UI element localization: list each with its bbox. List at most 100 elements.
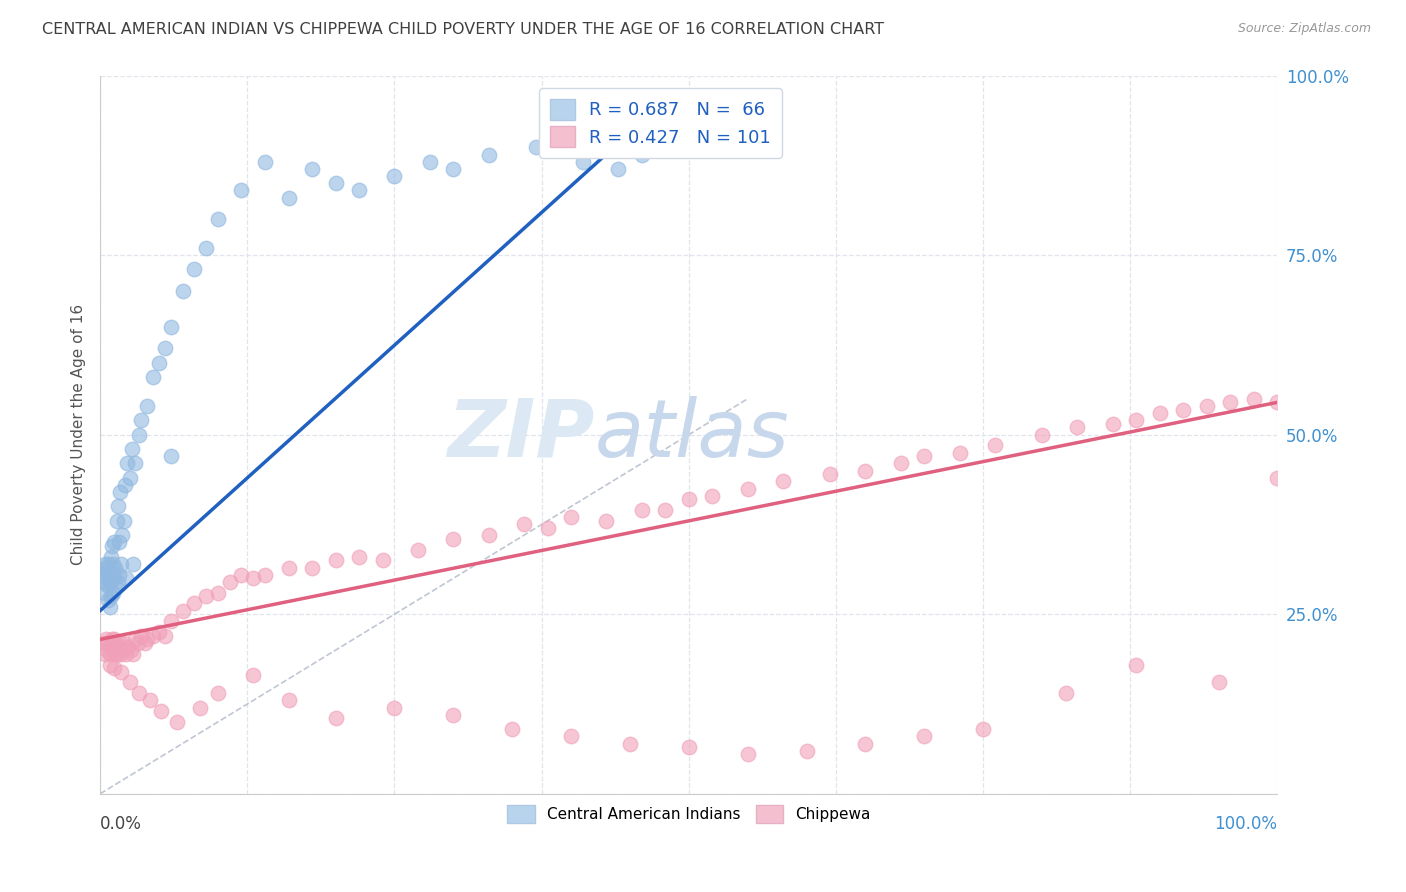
- Point: [1054, 686, 1077, 700]
- Point: [114, 478, 136, 492]
- Point: [172, 604, 194, 618]
- Point: [207, 212, 229, 227]
- Point: [1149, 406, 1171, 420]
- Point: [572, 154, 595, 169]
- Point: [100, 640, 122, 654]
- Point: [195, 241, 218, 255]
- Point: [183, 597, 205, 611]
- Text: ZIP: ZIP: [447, 396, 595, 474]
- Point: [513, 517, 536, 532]
- Point: [1101, 417, 1123, 431]
- Point: [630, 503, 652, 517]
- Point: [277, 191, 299, 205]
- Point: [148, 356, 170, 370]
- Point: [231, 567, 253, 582]
- Point: [118, 675, 141, 690]
- Point: [138, 693, 160, 707]
- Point: [419, 154, 441, 169]
- Point: [128, 427, 150, 442]
- Point: [1243, 392, 1265, 406]
- Point: [890, 456, 912, 470]
- Point: [166, 714, 188, 729]
- Point: [242, 668, 264, 682]
- Point: [159, 615, 181, 629]
- Point: [107, 500, 129, 514]
- Point: [107, 647, 129, 661]
- Point: [188, 700, 211, 714]
- Point: [478, 147, 501, 161]
- Point: [207, 686, 229, 700]
- Point: [1066, 420, 1088, 434]
- Point: [136, 632, 159, 647]
- Point: [111, 643, 134, 657]
- Point: [98, 657, 121, 672]
- Point: [153, 342, 176, 356]
- Point: [94, 632, 117, 647]
- Point: [117, 640, 139, 654]
- Point: [96, 643, 118, 657]
- Point: [277, 693, 299, 707]
- Point: [912, 729, 935, 743]
- Point: [441, 161, 464, 176]
- Point: [110, 665, 132, 679]
- Point: [207, 585, 229, 599]
- Point: [124, 456, 146, 470]
- Point: [98, 600, 121, 615]
- Point: [127, 636, 149, 650]
- Point: [159, 319, 181, 334]
- Point: [478, 528, 501, 542]
- Point: [737, 747, 759, 762]
- Point: [142, 370, 165, 384]
- Point: [142, 629, 165, 643]
- Point: [159, 449, 181, 463]
- Point: [101, 632, 124, 647]
- Point: [630, 147, 652, 161]
- Point: [678, 492, 700, 507]
- Point: [818, 467, 841, 482]
- Point: [325, 553, 347, 567]
- Point: [984, 438, 1007, 452]
- Point: [325, 711, 347, 725]
- Point: [607, 161, 630, 176]
- Point: [104, 578, 127, 592]
- Point: [153, 629, 176, 643]
- Point: [501, 722, 523, 736]
- Point: [253, 567, 276, 582]
- Point: [97, 557, 120, 571]
- Point: [108, 485, 131, 500]
- Point: [654, 503, 676, 517]
- Text: atlas: atlas: [595, 396, 789, 474]
- Point: [1219, 395, 1241, 409]
- Point: [100, 549, 122, 564]
- Point: [1125, 413, 1147, 427]
- Point: [855, 737, 877, 751]
- Point: [98, 574, 121, 589]
- Point: [855, 464, 877, 478]
- Point: [347, 184, 370, 198]
- Point: [560, 729, 582, 743]
- Legend: Central American Indians, Chippewa: Central American Indians, Chippewa: [501, 799, 877, 830]
- Point: [101, 557, 124, 571]
- Point: [100, 571, 122, 585]
- Point: [104, 560, 127, 574]
- Point: [972, 722, 994, 736]
- Text: 100.0%: 100.0%: [1215, 815, 1278, 833]
- Point: [134, 636, 156, 650]
- Point: [231, 184, 253, 198]
- Point: [94, 557, 117, 571]
- Point: [702, 489, 724, 503]
- Text: 0.0%: 0.0%: [100, 815, 142, 833]
- Point: [737, 482, 759, 496]
- Point: [441, 707, 464, 722]
- Text: Source: ZipAtlas.com: Source: ZipAtlas.com: [1237, 22, 1371, 36]
- Point: [97, 567, 120, 582]
- Point: [115, 647, 138, 661]
- Point: [103, 535, 125, 549]
- Point: [101, 539, 124, 553]
- Point: [103, 632, 125, 647]
- Point: [93, 636, 115, 650]
- Point: [96, 564, 118, 578]
- Point: [105, 514, 128, 528]
- Point: [595, 514, 617, 528]
- Point: [441, 532, 464, 546]
